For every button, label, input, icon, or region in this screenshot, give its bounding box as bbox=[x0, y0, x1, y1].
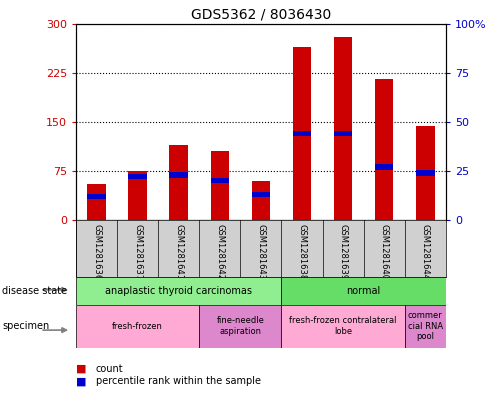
Text: GSM1281636: GSM1281636 bbox=[92, 224, 101, 280]
Text: commer
cial RNA
pool: commer cial RNA pool bbox=[408, 311, 443, 341]
FancyBboxPatch shape bbox=[76, 277, 281, 305]
Text: count: count bbox=[96, 364, 123, 374]
FancyBboxPatch shape bbox=[76, 305, 199, 348]
Bar bbox=[375, 164, 393, 170]
Bar bbox=[170, 172, 188, 178]
Text: GSM1281641: GSM1281641 bbox=[174, 224, 183, 280]
Title: GDS5362 / 8036430: GDS5362 / 8036430 bbox=[191, 7, 331, 21]
Text: disease state: disease state bbox=[2, 286, 68, 296]
Text: GSM1281642: GSM1281642 bbox=[215, 224, 224, 280]
Bar bbox=[211, 178, 229, 184]
FancyBboxPatch shape bbox=[281, 305, 405, 348]
FancyBboxPatch shape bbox=[405, 305, 446, 348]
Bar bbox=[170, 145, 188, 220]
Bar bbox=[87, 184, 106, 220]
Text: ■: ■ bbox=[76, 364, 86, 374]
FancyBboxPatch shape bbox=[199, 305, 281, 348]
Bar bbox=[128, 174, 147, 180]
FancyBboxPatch shape bbox=[281, 277, 446, 305]
Bar bbox=[87, 194, 106, 199]
Text: GSM1281638: GSM1281638 bbox=[297, 224, 307, 280]
Bar bbox=[293, 46, 311, 220]
Text: fine-needle
aspiration: fine-needle aspiration bbox=[217, 316, 264, 336]
Bar bbox=[375, 79, 393, 220]
Bar bbox=[128, 171, 147, 220]
Text: percentile rank within the sample: percentile rank within the sample bbox=[96, 376, 261, 386]
Bar bbox=[334, 37, 352, 220]
Text: GSM1281644: GSM1281644 bbox=[421, 224, 430, 280]
Bar bbox=[334, 131, 352, 136]
Bar bbox=[293, 131, 311, 136]
Bar bbox=[252, 181, 270, 220]
Text: fresh-frozen contralateral
lobe: fresh-frozen contralateral lobe bbox=[290, 316, 397, 336]
Text: GSM1281639: GSM1281639 bbox=[339, 224, 347, 280]
Bar bbox=[252, 192, 270, 197]
Text: GSM1281637: GSM1281637 bbox=[133, 224, 142, 280]
Text: GSM1281643: GSM1281643 bbox=[256, 224, 266, 280]
Text: GSM1281640: GSM1281640 bbox=[380, 224, 389, 280]
Text: ■: ■ bbox=[76, 376, 86, 386]
Text: fresh-frozen: fresh-frozen bbox=[112, 322, 163, 331]
Bar bbox=[416, 170, 435, 176]
Text: anaplastic thyroid carcinomas: anaplastic thyroid carcinomas bbox=[105, 286, 252, 296]
Text: normal: normal bbox=[346, 286, 381, 296]
Bar bbox=[211, 151, 229, 220]
Text: specimen: specimen bbox=[2, 321, 49, 331]
Bar bbox=[416, 127, 435, 220]
